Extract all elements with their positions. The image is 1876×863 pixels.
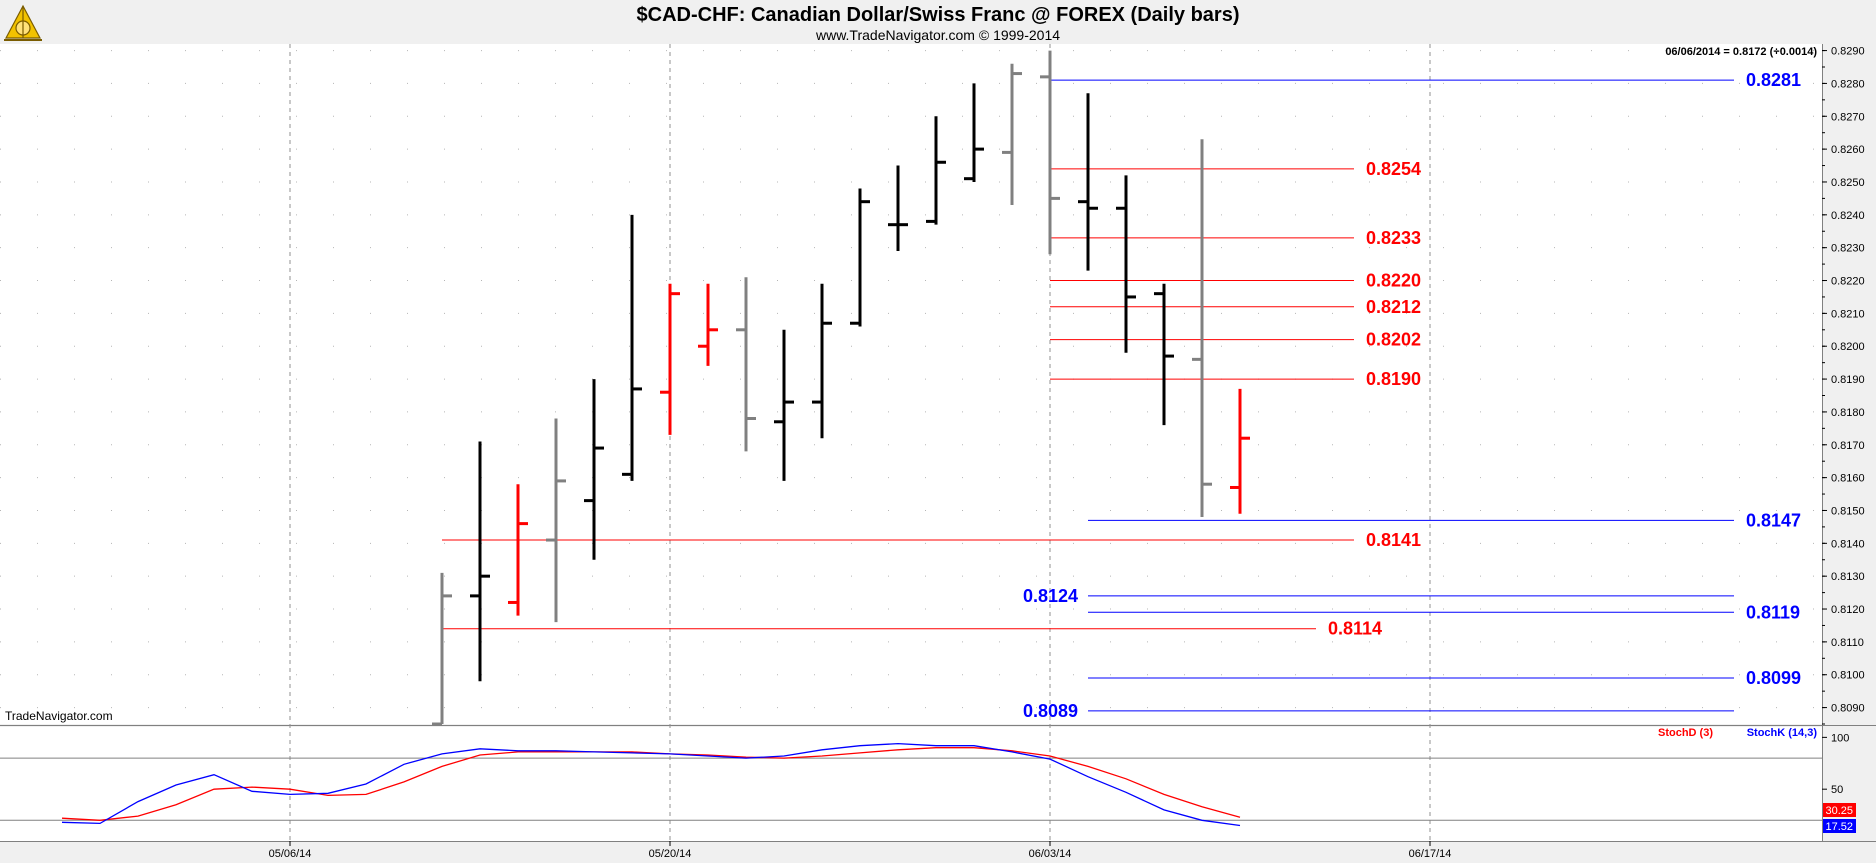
level-label: 0.8119 bbox=[1746, 602, 1800, 622]
ohlc-bar bbox=[736, 277, 756, 452]
date-axis: 05/06/14 05/20/14 06/03/14 06/17/14 bbox=[269, 841, 1452, 860]
price-tick-label: 0.8160 bbox=[1831, 473, 1865, 485]
price-tick-label: 0.8270 bbox=[1831, 111, 1865, 123]
stochastic-panel bbox=[0, 727, 1822, 841]
ohlc-bar bbox=[964, 83, 984, 182]
chart-title: $CAD-CHF: Canadian Dollar/Swiss Franc @ … bbox=[637, 4, 1240, 26]
ohlc-bar bbox=[850, 188, 870, 327]
level-lines: 0.8281 0.8254 0.8233 0.8220 0.8212 0.8202 0.81… bbox=[442, 70, 1801, 721]
price-tick-label: 0.8170 bbox=[1831, 440, 1865, 452]
ohlc-bar bbox=[812, 283, 832, 439]
level-label: 0.8212 bbox=[1366, 297, 1421, 317]
ohlc-bar bbox=[546, 418, 566, 623]
ohlc-bar bbox=[1002, 63, 1022, 205]
price-tick-label: 0.8220 bbox=[1831, 276, 1865, 288]
price-tick-label: 0.8110 bbox=[1831, 637, 1864, 649]
stoch-last-value: 30.25 bbox=[1825, 805, 1853, 817]
ohlc-bar bbox=[888, 165, 908, 251]
level-label: 0.8114 bbox=[1328, 619, 1382, 639]
price-tick-label: 0.8120 bbox=[1831, 604, 1865, 616]
level-label: 0.8089 bbox=[1023, 701, 1078, 721]
vertical-gridlines bbox=[289, 44, 1431, 841]
ohlc-bar bbox=[1230, 388, 1250, 514]
ohlc-bar bbox=[926, 116, 946, 225]
level-label: 0.8202 bbox=[1366, 330, 1421, 350]
stoch-tick-label: 50 bbox=[1831, 784, 1843, 796]
stochastic-indicator: 50 100 StochD (3) 30.25 StochK (14,3) 17.52 bbox=[0, 727, 1856, 833]
ohlc-bar bbox=[584, 379, 604, 560]
level-label: 0.8124 bbox=[1023, 586, 1078, 606]
last-value-readout: 06/06/2014 = 0.8172 (+0.0014) bbox=[1665, 46, 1817, 58]
price-tick-label: 0.8260 bbox=[1831, 144, 1865, 156]
stoch-tick-label: 100 bbox=[1831, 732, 1849, 744]
ohlc-bar bbox=[470, 441, 490, 682]
ohlc-bar bbox=[774, 329, 794, 481]
ohlc-bar bbox=[1040, 50, 1060, 255]
logo bbox=[4, 4, 42, 41]
stoch-last-value: 17.52 bbox=[1825, 821, 1853, 833]
price-tick-label: 0.8090 bbox=[1831, 703, 1865, 715]
price-tick-label: 0.8240 bbox=[1831, 210, 1865, 222]
price-tick-label: 0.8150 bbox=[1831, 505, 1865, 517]
price-axis: 0.8090 0.8100 0.8110 0.8120 0.8130 0.8140 0.81… bbox=[1822, 46, 1865, 725]
price-tick-label: 0.8200 bbox=[1831, 341, 1865, 353]
stoch-last-badge bbox=[1823, 803, 1856, 817]
level-label: 0.8141 bbox=[1366, 530, 1421, 550]
price-tick-label: 0.8130 bbox=[1831, 571, 1865, 583]
date-tick-label: 06/03/14 bbox=[1029, 848, 1072, 860]
price-tick-label: 0.8100 bbox=[1831, 670, 1865, 682]
price-tick-label: 0.8210 bbox=[1831, 308, 1865, 320]
stoch-legend-label: StochK (14,3) bbox=[1747, 727, 1818, 739]
ohlc-bar bbox=[1078, 93, 1098, 271]
ohlc-bars bbox=[432, 50, 1250, 726]
date-tick-label: 05/20/14 bbox=[649, 848, 692, 860]
level-label: 0.8147 bbox=[1746, 510, 1801, 530]
stoch-last-badge bbox=[1823, 819, 1856, 833]
price-tick-label: 0.8180 bbox=[1831, 407, 1865, 419]
level-label: 0.8254 bbox=[1366, 159, 1421, 179]
price-panel bbox=[0, 44, 1822, 724]
ohlc-bar bbox=[1154, 283, 1174, 426]
price-tick-label: 0.8250 bbox=[1831, 177, 1865, 189]
ohlc-bar bbox=[622, 214, 642, 481]
ohlc-bar bbox=[432, 572, 452, 726]
level-label: 0.8190 bbox=[1366, 369, 1421, 389]
stoch-legend-label: StochD (3) bbox=[1658, 727, 1713, 739]
level-label: 0.8233 bbox=[1366, 228, 1421, 248]
price-tick-label: 0.8190 bbox=[1831, 374, 1865, 386]
date-tick-label: 05/06/14 bbox=[269, 848, 312, 860]
ohlc-bar bbox=[1116, 175, 1136, 353]
level-label: 0.8281 bbox=[1746, 70, 1801, 90]
sextant-icon bbox=[4, 4, 42, 41]
price-tick-label: 0.8290 bbox=[1831, 46, 1865, 58]
price-tick-label: 0.8140 bbox=[1831, 538, 1865, 550]
level-label: 0.8099 bbox=[1746, 668, 1801, 688]
ohlc-bar bbox=[508, 484, 528, 616]
price-tick-label: 0.8230 bbox=[1831, 243, 1865, 255]
ohlc-bar bbox=[660, 283, 680, 435]
level-label: 0.8220 bbox=[1366, 271, 1421, 291]
chart-subtitle: www.TradeNavigator.com © 1999-2014 bbox=[815, 27, 1060, 43]
ohlc-bar bbox=[1192, 139, 1212, 518]
brand-watermark: TradeNavigator.com bbox=[5, 709, 113, 723]
stoch-series-line bbox=[61, 742, 1241, 827]
ohlc-bar bbox=[698, 283, 718, 366]
price-tick-label: 0.8280 bbox=[1831, 78, 1865, 90]
date-tick-label: 06/17/14 bbox=[1409, 848, 1452, 860]
